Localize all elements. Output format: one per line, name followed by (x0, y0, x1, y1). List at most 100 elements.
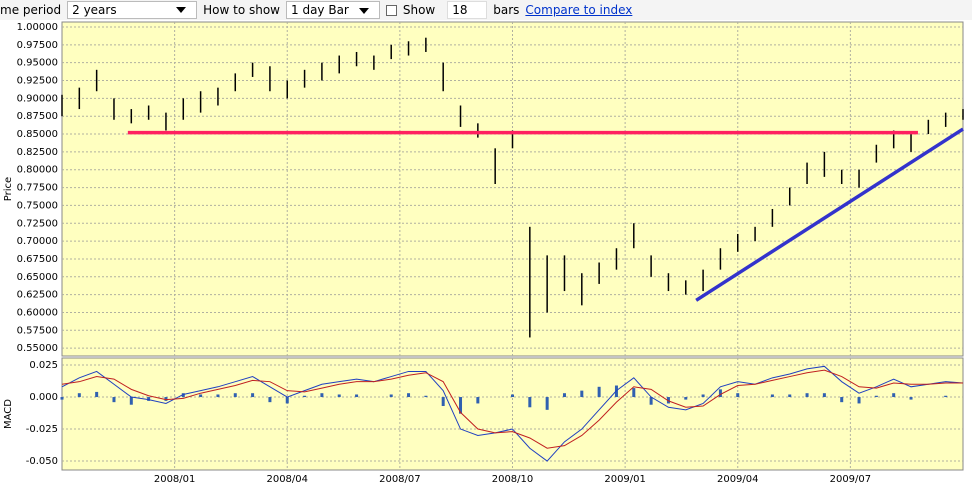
x-tick-label: 2008/10 (492, 474, 534, 485)
histogram-bar (407, 393, 411, 398)
y-tick-label: 0.57500 (17, 325, 58, 336)
show-select[interactable]: 1 day Bar (286, 1, 380, 19)
y-tick-label: -0.025 (26, 424, 58, 435)
histogram-bar (718, 389, 722, 398)
show-value: 1 day Bar (291, 3, 349, 17)
histogram-bar (112, 397, 116, 403)
bars-checkbox[interactable]: Show (385, 3, 441, 17)
histogram-bar (233, 393, 237, 398)
y-tick-label: 1.00000 (17, 22, 58, 33)
histogram-bar (684, 397, 688, 400)
histogram-bar (199, 394, 203, 398)
histogram-bar (857, 397, 861, 404)
histogram-bar (251, 393, 255, 398)
histogram-bar (424, 395, 428, 398)
y-tick-label: 0.85000 (17, 129, 58, 140)
histogram-bar (874, 395, 878, 398)
dropdown-arrow (176, 7, 187, 13)
y-tick-label: 0.87500 (17, 111, 58, 122)
histogram-bar (822, 393, 826, 398)
histogram-bar (389, 394, 393, 398)
histogram-bar (632, 388, 636, 398)
histogram-bar (545, 397, 549, 410)
y-tick-label: 0.97500 (17, 40, 58, 51)
histogram-bar (216, 394, 220, 398)
y-axis-label: MACD (3, 399, 14, 429)
y-tick-label: 0.75000 (17, 200, 58, 211)
histogram-bar (476, 397, 480, 404)
x-tick-label: 2009/04 (717, 474, 759, 485)
y-tick-label: 0.000 (29, 392, 58, 403)
bars-count: 18 (452, 3, 468, 17)
y-tick-label: 0.65000 (17, 272, 58, 283)
histogram-bar (580, 390, 584, 398)
histogram-bar (95, 391, 99, 398)
toolbar: me period 2 years How to show 1 day Bar … (0, 0, 972, 20)
histogram-bar (459, 397, 463, 414)
y-tick-label: 0.70000 (17, 236, 58, 247)
histogram-bar (701, 394, 705, 398)
x-tick-label: 2009/01 (604, 474, 646, 485)
histogram-bar (892, 393, 896, 398)
y-tick-label: 0.67500 (17, 254, 58, 265)
histogram-bar (129, 397, 133, 405)
y-tick-label: 0.025 (29, 360, 58, 371)
y-tick-label: 0.95000 (17, 58, 58, 69)
period-label: me period (0, 3, 62, 17)
histogram-bar (666, 397, 670, 404)
histogram-bar (944, 395, 948, 398)
histogram-bar (77, 393, 81, 398)
y-tick-label: 0.62500 (17, 290, 58, 301)
histogram-bar (805, 393, 809, 398)
plot-area (61, 21, 964, 357)
histogram-bar (147, 397, 151, 401)
x-tick-label: 2008/07 (379, 474, 421, 485)
histogram-bar (597, 386, 601, 398)
histogram-bar (60, 397, 64, 400)
histogram-bar (320, 393, 324, 398)
histogram-bar (268, 397, 272, 403)
histogram-bar (909, 397, 913, 400)
histogram-bar (528, 397, 532, 408)
y-tick-label: 0.82500 (17, 147, 58, 158)
y-tick-label: 0.60000 (17, 307, 58, 318)
x-tick-label: 2008/01 (154, 474, 196, 485)
bars-input[interactable]: 18 (447, 1, 488, 19)
compare-link[interactable]: Compare to index (525, 3, 633, 17)
dropdown-arrow (358, 7, 369, 14)
chart: 0.55000 0.57500 0.60000 0.62500 0.65000 0.675… (3, 21, 964, 485)
y-axis-label: Price (3, 177, 14, 201)
x-tick-label: 2009/07 (830, 474, 872, 485)
bars-unit: bars (493, 3, 520, 17)
histogram-bar (337, 394, 341, 398)
histogram-bar (181, 393, 185, 398)
histogram-bar (788, 394, 792, 398)
histogram-bar (649, 397, 653, 405)
histogram-bar (441, 397, 445, 406)
y-tick-label: -0.050 (26, 456, 58, 467)
show-label: How to show (203, 3, 280, 17)
histogram-bar (562, 393, 566, 398)
histogram-bar (285, 397, 289, 404)
histogram-bar (770, 394, 774, 398)
y-tick-label: 0.92500 (17, 76, 58, 87)
checkbox[interactable] (385, 5, 397, 16)
y-tick-label: 0.80000 (17, 165, 58, 176)
histogram-bar (736, 393, 740, 398)
histogram-bar (303, 395, 307, 398)
y-tick-label: 0.77500 (17, 183, 58, 194)
y-tick-label: 0.55000 (17, 343, 58, 354)
macd-line (61, 365, 964, 462)
period-select[interactable]: 2 years (67, 1, 198, 19)
histogram-bar (355, 394, 359, 398)
histogram-bar (164, 397, 168, 401)
histogram-bar (511, 394, 514, 398)
y-tick-label: 0.72500 (17, 218, 58, 229)
y-tick-label: 0.90000 (17, 93, 58, 104)
x-tick-label: 2008/04 (266, 474, 308, 485)
histogram-bar (840, 397, 844, 403)
trend-line (695, 127, 964, 302)
bars-check-label: Show (402, 3, 436, 17)
period-value: 2 years (72, 3, 117, 17)
